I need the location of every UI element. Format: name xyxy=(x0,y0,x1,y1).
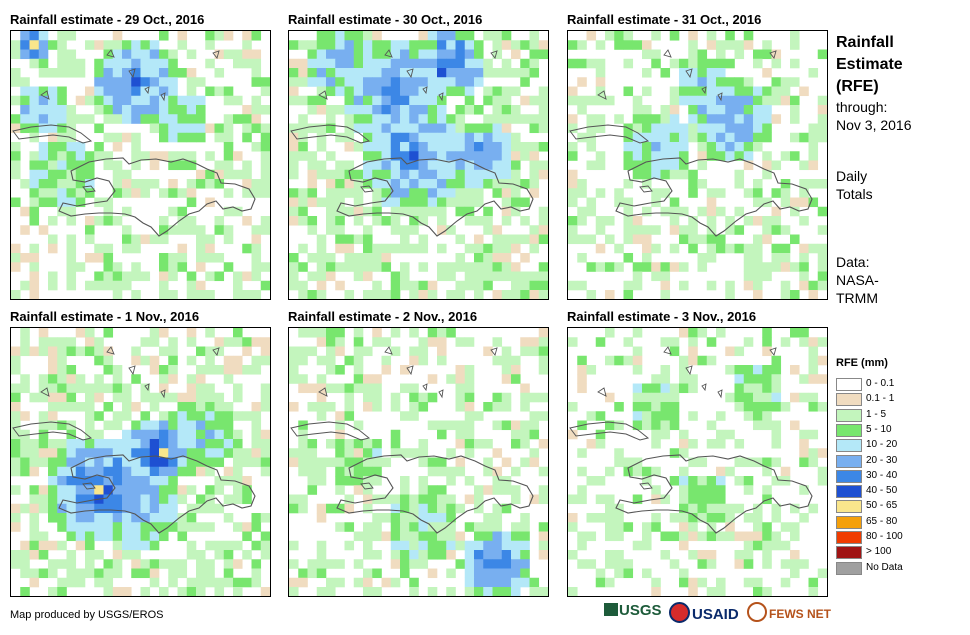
legend-title: RFE (mm) xyxy=(836,357,888,369)
totals-line-1: Daily xyxy=(836,168,868,184)
data-source-line-2: TRMM xyxy=(836,290,878,306)
usgs-logo-text: USGS xyxy=(619,602,662,619)
legend-label: 5 - 10 xyxy=(866,423,892,435)
fewsnet-logo: FEWS NET xyxy=(747,602,831,622)
usaid-logo-text: USAID xyxy=(692,606,739,623)
fewsnet-globe-icon xyxy=(747,602,767,622)
legend-swatch xyxy=(836,500,862,514)
coastline-bahamas xyxy=(318,346,498,399)
legend-label: 80 - 100 xyxy=(866,531,903,542)
through-date: Nov 3, 2016 xyxy=(836,117,912,133)
rainfall-map xyxy=(10,30,271,300)
rainfall-grid xyxy=(568,328,827,596)
data-source-line-1: NASA- xyxy=(836,272,879,288)
totals-line-2: Totals xyxy=(836,186,873,202)
rainfall-grid xyxy=(11,328,270,596)
rainfall-map xyxy=(567,30,828,300)
panel-title: Rainfall estimate - 2 Nov., 2016 xyxy=(288,309,478,324)
coastline-hispaniola xyxy=(58,157,256,237)
rainfall-grid xyxy=(289,328,548,596)
title-line-3: (RFE) xyxy=(836,78,879,95)
panel-title: Rainfall estimate - 3 Nov., 2016 xyxy=(567,309,757,324)
through-label: through: xyxy=(836,99,888,115)
legend-label: 30 - 40 xyxy=(866,469,898,481)
legend-swatch xyxy=(836,423,862,437)
legend-label: No Data xyxy=(866,561,903,573)
coastline-gonave xyxy=(360,482,374,490)
legend-swatch xyxy=(836,469,862,483)
coastline-bahamas xyxy=(40,346,220,399)
legend-swatch xyxy=(836,378,862,391)
coastline-hispaniola xyxy=(336,157,534,237)
usgs-mark-icon xyxy=(604,603,618,616)
panel-title: Rainfall estimate - 1 Nov., 2016 xyxy=(10,309,200,324)
legend-swatch xyxy=(836,393,862,407)
panel-title: Rainfall estimate - 30 Oct., 2016 xyxy=(288,12,483,27)
usaid-logo: USAID xyxy=(669,602,739,623)
coastline-bahamas xyxy=(597,346,777,399)
panel-title: Rainfall estimate - 31 Oct., 2016 xyxy=(567,12,762,27)
coastline-gonave xyxy=(82,185,96,193)
coastline-hispaniola xyxy=(615,157,813,237)
coastline-gonave xyxy=(639,482,653,490)
coastline-cuba xyxy=(290,124,371,144)
data-label: Data: xyxy=(836,254,870,270)
coastline-cuba xyxy=(290,421,371,441)
coastline-bahamas xyxy=(318,49,498,102)
coastline-cuba xyxy=(569,421,650,441)
coastline-cuba xyxy=(569,124,650,144)
coastline-hispaniola xyxy=(615,454,813,534)
rainfall-map xyxy=(288,30,549,300)
coastline-hispaniola xyxy=(336,454,534,534)
usaid-seal-icon xyxy=(669,602,690,623)
legend-swatch xyxy=(836,515,862,529)
legend-swatch xyxy=(836,531,862,544)
map-title: Rainfall Estimate (RFE) xyxy=(836,32,903,98)
legend-label: 0 - 0.1 xyxy=(866,378,895,389)
panel-title: Rainfall estimate - 29 Oct., 2016 xyxy=(10,12,205,27)
legend-label: 20 - 30 xyxy=(866,454,898,466)
legend-swatch xyxy=(836,454,862,468)
legend-label: 0.1 - 1 xyxy=(866,393,895,405)
legend-label: 1 - 5 xyxy=(866,408,887,420)
title-line-2: Estimate xyxy=(836,56,903,73)
legend-label: 65 - 80 xyxy=(866,515,898,527)
legend-swatch xyxy=(836,546,862,560)
legend-swatch xyxy=(836,439,862,453)
coastline-bahamas xyxy=(40,49,220,102)
legend-label: 40 - 50 xyxy=(866,485,898,497)
legend-label: 10 - 20 xyxy=(866,439,898,451)
rainfall-map xyxy=(10,327,271,597)
rainfall-grid xyxy=(568,31,827,299)
coastline-gonave xyxy=(639,185,653,193)
legend-label: > 100 xyxy=(866,546,892,558)
coastline-hispaniola xyxy=(58,454,256,534)
credit-text: Map produced by USGS/EROS xyxy=(10,609,164,621)
rainfall-map xyxy=(567,327,828,597)
usgs-logo: USGS xyxy=(604,602,662,619)
fewsnet-logo-text: FEWS NET xyxy=(769,607,831,621)
legend-swatch xyxy=(836,485,862,499)
coastline-cuba xyxy=(12,421,93,441)
legend-swatch xyxy=(836,408,862,422)
coastline-cuba xyxy=(12,124,93,144)
title-line-1: Rainfall xyxy=(836,34,894,51)
coastline-gonave xyxy=(360,185,374,193)
legend-swatch xyxy=(836,561,862,575)
rainfall-grid xyxy=(289,31,548,299)
coastline-bahamas xyxy=(597,49,777,102)
legend-label: 50 - 65 xyxy=(866,500,898,512)
rainfall-map xyxy=(288,327,549,597)
coastline-gonave xyxy=(82,482,96,490)
rainfall-grid xyxy=(11,31,270,299)
